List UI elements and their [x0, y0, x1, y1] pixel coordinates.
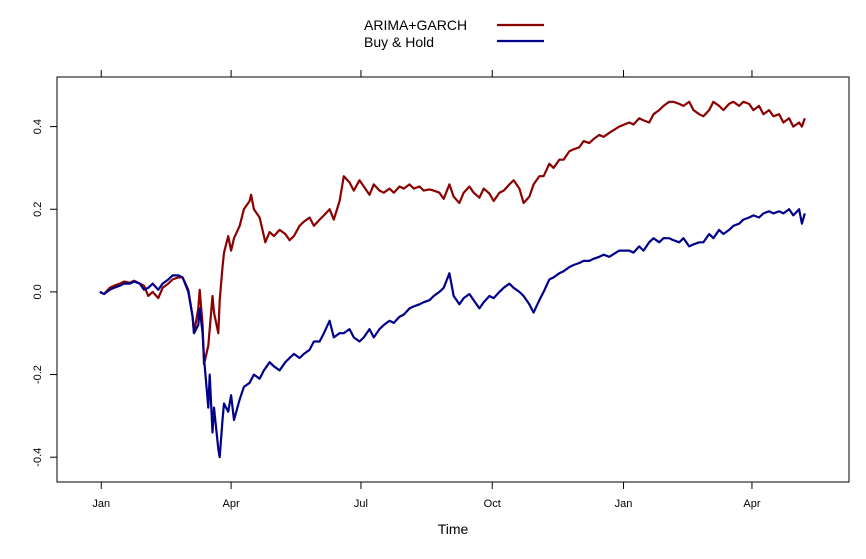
y-tick-label: 0.0 [32, 284, 44, 299]
x-axis-top [100, 70, 753, 77]
series-layer [99, 100, 806, 459]
x-tick-label: Jan [92, 498, 110, 510]
y-tick-label: 0.4 [32, 119, 44, 134]
x-tick-label: Oct [484, 498, 501, 510]
legend: ARIMA+GARCH Buy & Hold [364, 17, 544, 50]
y-tick-label: -0.4 [32, 448, 44, 467]
x-axis: Jan Apr Jul Oct Jan Apr [92, 482, 761, 510]
x-tick-label: Apr [223, 498, 240, 510]
y-tick-label: 0.2 [32, 202, 44, 217]
x-tick-label: Jul [354, 498, 368, 510]
series-line-buy-and-hold [99, 208, 806, 459]
x-axis-title: Time [438, 521, 469, 537]
legend-label-buy-and-hold: Buy & Hold [364, 34, 434, 50]
legend-label-arima-garch: ARIMA+GARCH [364, 17, 467, 33]
plot-frame [56, 76, 850, 483]
x-tick-label: Apr [743, 498, 760, 510]
y-tick-label: -0.2 [32, 365, 44, 384]
y-axis: -0.4 -0.2 0.0 0.2 0.4 [32, 119, 57, 467]
series-line-arima-garch [99, 100, 806, 366]
x-tick-label: Jan [615, 498, 633, 510]
